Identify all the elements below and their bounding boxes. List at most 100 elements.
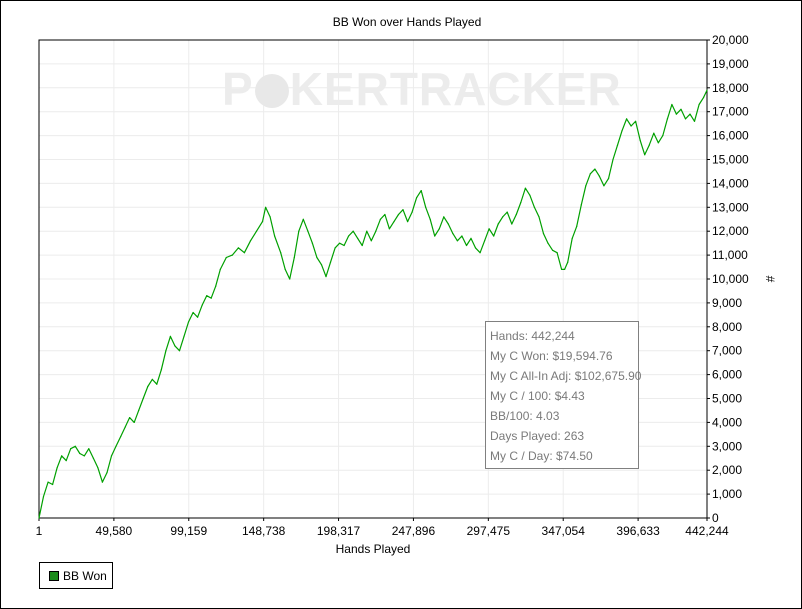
watermark-text-p: P xyxy=(222,63,254,115)
data-point xyxy=(662,135,664,137)
chart-title: BB Won over Hands Played xyxy=(333,15,482,29)
data-point xyxy=(456,240,458,242)
data-point xyxy=(379,218,381,220)
data-point xyxy=(138,409,140,411)
data-point xyxy=(215,285,217,287)
data-point xyxy=(352,230,354,232)
data-point xyxy=(88,448,90,450)
y-tick-label: 1,000 xyxy=(712,487,742,501)
data-point xyxy=(206,295,208,297)
data-point xyxy=(70,448,72,450)
y-tick-label: 8,000 xyxy=(712,320,742,334)
y-tick-label: 0 xyxy=(712,511,719,525)
data-point xyxy=(616,144,619,146)
data-point xyxy=(133,421,135,423)
data-point xyxy=(293,256,295,259)
data-point xyxy=(192,311,194,314)
data-point xyxy=(693,120,696,122)
data-point xyxy=(621,130,623,132)
x-tick-label: 297,475 xyxy=(467,524,511,538)
x-tick-label: 148,738 xyxy=(242,524,286,538)
data-point xyxy=(484,240,486,242)
y-tick-label: 20,000 xyxy=(712,33,749,47)
data-point xyxy=(511,223,513,225)
data-point xyxy=(644,154,646,156)
data-point xyxy=(407,221,409,223)
y-tick-label: 4,000 xyxy=(712,415,742,429)
data-point xyxy=(269,216,271,218)
stat-hands: Hands: 442,244 xyxy=(490,329,575,343)
stat-bb-per-100: BB/100: 4.03 xyxy=(490,409,560,423)
y-tick-label: 11,000 xyxy=(712,248,748,262)
legend-label: BB Won xyxy=(63,568,107,583)
data-point xyxy=(52,483,54,486)
x-tick-label: 198,317 xyxy=(317,524,361,538)
data-point xyxy=(106,472,108,474)
data-point xyxy=(298,230,300,232)
y-tick-label: 10,000 xyxy=(712,272,749,286)
data-point xyxy=(231,254,233,256)
data-point xyxy=(461,235,463,237)
data-point xyxy=(635,120,637,122)
data-point xyxy=(129,417,131,419)
data-point xyxy=(289,278,291,280)
data-point xyxy=(320,264,323,266)
data-point xyxy=(366,230,368,232)
data-point xyxy=(411,211,413,213)
data-point xyxy=(388,228,390,230)
x-tick-label: 442,244 xyxy=(685,524,729,538)
data-point xyxy=(243,252,245,254)
data-point xyxy=(416,197,418,199)
x-tick-label: 396,633 xyxy=(616,524,660,538)
data-point xyxy=(311,242,313,244)
data-point xyxy=(479,252,481,254)
data-point xyxy=(425,206,427,208)
data-point xyxy=(561,268,563,270)
data-point xyxy=(343,244,345,247)
data-point xyxy=(197,316,199,318)
y-tick-label: 5,000 xyxy=(712,392,742,406)
data-point xyxy=(183,335,185,337)
data-point xyxy=(302,218,304,220)
data-point xyxy=(74,445,76,447)
data-point xyxy=(169,335,171,337)
data-point xyxy=(325,276,327,278)
data-point xyxy=(598,175,601,177)
data-point xyxy=(83,455,85,457)
data-point xyxy=(671,103,673,106)
data-point xyxy=(594,168,596,170)
x-tick-label: 1 xyxy=(36,524,43,538)
data-point xyxy=(585,185,587,187)
data-point xyxy=(429,218,431,220)
stats-info-box: Hands: 442,244 My C Won: $19,594.76 My C… xyxy=(485,321,641,469)
y-tick-label: 16,000 xyxy=(712,129,749,143)
data-point xyxy=(529,194,531,196)
data-point xyxy=(576,225,578,227)
data-point xyxy=(538,216,540,218)
x-tick-label: 99,159 xyxy=(170,524,207,538)
data-point xyxy=(92,457,94,459)
data-point xyxy=(497,223,499,225)
data-point xyxy=(706,89,708,91)
data-point xyxy=(689,113,691,115)
data-point xyxy=(470,237,472,239)
data-point xyxy=(447,223,449,225)
data-point xyxy=(201,304,203,306)
data-point xyxy=(348,235,350,237)
data-point xyxy=(420,190,422,192)
x-axis-label: Hands Played xyxy=(336,542,411,556)
data-point xyxy=(65,460,67,462)
series-layer xyxy=(38,89,708,519)
data-point xyxy=(219,268,221,270)
data-point xyxy=(666,118,669,120)
data-point xyxy=(542,233,545,235)
data-point xyxy=(38,517,40,519)
pokertracker-watermark: P KERTRACKER xyxy=(222,64,622,114)
watermark-text-ker: KER xyxy=(289,63,390,115)
data-point xyxy=(361,244,363,247)
y-tick-label: 9,000 xyxy=(712,296,742,310)
data-point xyxy=(675,113,678,115)
data-point xyxy=(465,244,468,247)
y-tick-label: 19,000 xyxy=(712,57,749,71)
